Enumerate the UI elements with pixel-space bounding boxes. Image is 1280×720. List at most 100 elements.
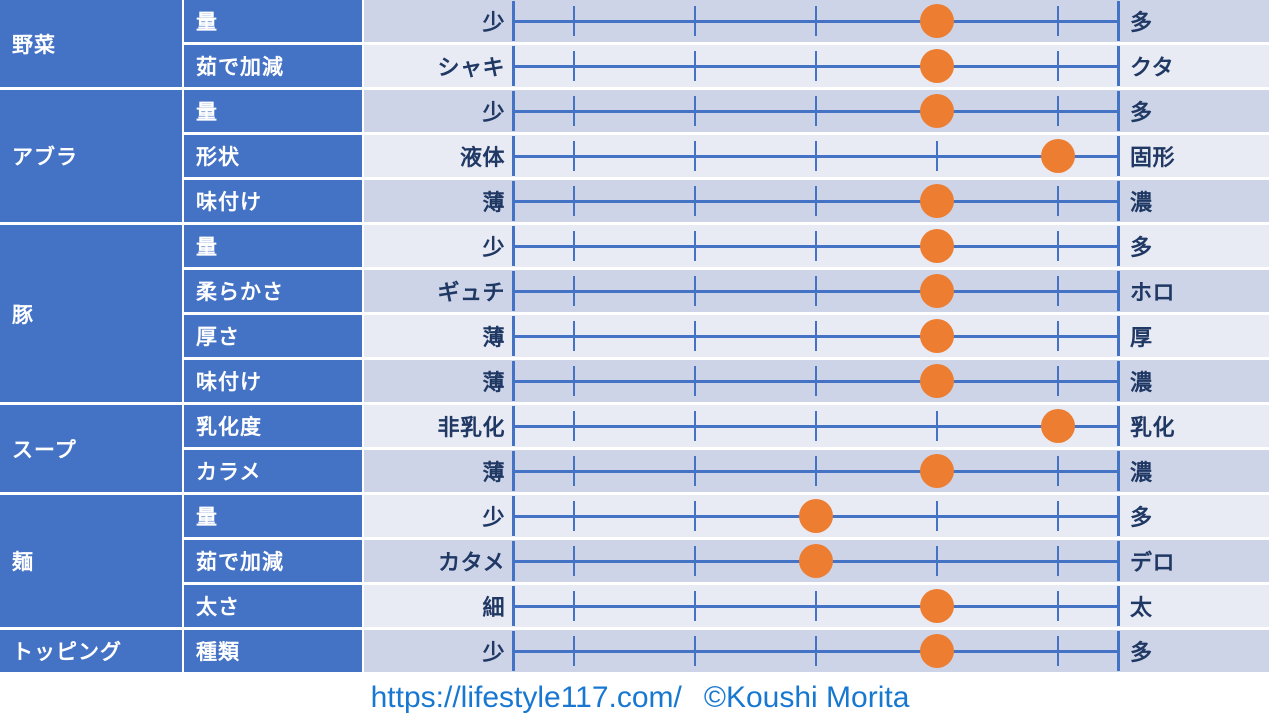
scale-row: 液体 固形 bbox=[362, 135, 1269, 180]
scale-tick bbox=[694, 321, 696, 351]
scale-tick bbox=[815, 51, 817, 81]
category-cell: アブラ bbox=[0, 90, 182, 225]
attribute-cell: 厚さ bbox=[182, 315, 362, 360]
scale-tick bbox=[1117, 316, 1120, 356]
scale-tick bbox=[694, 591, 696, 621]
scale-tick bbox=[573, 411, 575, 441]
rating-dot bbox=[920, 94, 954, 128]
scale-tick bbox=[1117, 46, 1120, 86]
rating-dot bbox=[920, 274, 954, 308]
attribute-cell: 量 bbox=[182, 0, 362, 45]
scale-tick bbox=[1117, 586, 1120, 626]
scale-tick bbox=[694, 501, 696, 531]
scale-tick bbox=[1057, 591, 1059, 621]
scale-tick bbox=[573, 546, 575, 576]
attribute-cell: 茹で加減 bbox=[182, 540, 362, 585]
scale-tick bbox=[815, 231, 817, 261]
attribute-label: 柔らかさ bbox=[196, 281, 284, 304]
scale-tick bbox=[512, 1, 515, 41]
rating-dot bbox=[920, 319, 954, 353]
scale-tick bbox=[512, 406, 515, 446]
category-cell: 野菜 bbox=[0, 0, 182, 90]
category-label: 野菜 bbox=[12, 33, 56, 57]
scale-tick bbox=[573, 141, 575, 171]
scale-row: 少多 bbox=[362, 0, 1269, 45]
scale-max-label: ホロ bbox=[1130, 280, 1176, 305]
scale-max-label: 乳化 bbox=[1130, 415, 1176, 440]
attribute-label: 量 bbox=[196, 101, 218, 124]
attribute-label: 厚さ bbox=[196, 326, 240, 349]
scale-tick bbox=[815, 321, 817, 351]
rating-dot bbox=[920, 49, 954, 83]
scale-tick bbox=[694, 546, 696, 576]
scale-row: 薄厚 bbox=[362, 315, 1269, 360]
scale-row: 非乳化 乳化 bbox=[362, 405, 1269, 450]
category-label: 麺 bbox=[12, 551, 34, 574]
scale-min-label: 細 bbox=[482, 595, 505, 620]
scale-tick bbox=[1057, 186, 1059, 216]
scale-tick bbox=[694, 186, 696, 216]
scale-tick bbox=[512, 541, 515, 581]
scale-max-label: 多 bbox=[1130, 235, 1153, 260]
rating-dot bbox=[920, 4, 954, 38]
scale-row: シャキ クタ bbox=[362, 45, 1269, 90]
scale-tick bbox=[1117, 361, 1120, 401]
scale-tick bbox=[1117, 631, 1120, 671]
attribute-label: 茹で加減 bbox=[196, 551, 284, 574]
scale-min-label: ギュチ bbox=[437, 280, 505, 305]
scale-tick bbox=[694, 276, 696, 306]
scale-tick bbox=[1117, 451, 1120, 491]
scale-tick bbox=[936, 546, 938, 576]
category-label: トッピング bbox=[12, 641, 122, 664]
scale-min-label: 薄 bbox=[482, 460, 505, 485]
attribute-cell: カラメ bbox=[182, 450, 362, 495]
scale-max-label: 太 bbox=[1130, 595, 1153, 620]
category-label: 豚 bbox=[12, 303, 34, 327]
scale-tick bbox=[512, 451, 515, 491]
attribute-cell: 乳化度 bbox=[182, 405, 362, 450]
category-cell: 麺 bbox=[0, 495, 182, 630]
scale-row: ギュチ ホロ bbox=[362, 270, 1269, 315]
attribute-cell: 量 bbox=[182, 225, 362, 270]
scale-row: 薄濃 bbox=[362, 450, 1269, 495]
scale-tick bbox=[815, 411, 817, 441]
scale-min-label: 薄 bbox=[482, 325, 505, 350]
category-cell: トッピング bbox=[0, 630, 182, 675]
scale-tick bbox=[1057, 501, 1059, 531]
scale-tick bbox=[573, 501, 575, 531]
scale-tick bbox=[1117, 496, 1120, 536]
scale-tick bbox=[694, 411, 696, 441]
scale-tick bbox=[573, 276, 575, 306]
category-cell: 豚 bbox=[0, 225, 182, 405]
scale-tick bbox=[512, 46, 515, 86]
scale-tick bbox=[573, 6, 575, 36]
attribute-label: 量 bbox=[196, 236, 218, 259]
scale-tick bbox=[1057, 366, 1059, 396]
scale-tick bbox=[573, 231, 575, 261]
scale-min-label: 少 bbox=[482, 235, 505, 260]
scale-row: 少多 bbox=[362, 225, 1269, 270]
rating-dot bbox=[920, 184, 954, 218]
scale-tick bbox=[815, 141, 817, 171]
scale-min-label: 液体 bbox=[459, 145, 505, 170]
attribute-cell: 茹で加減 bbox=[182, 45, 362, 90]
rating-dot bbox=[799, 544, 833, 578]
site-url-link[interactable]: https://lifestyle117.com/ bbox=[370, 680, 682, 714]
scale-tick bbox=[573, 366, 575, 396]
scale-min-label: 少 bbox=[482, 10, 505, 35]
category-cell: スープ bbox=[0, 405, 182, 495]
scale-tick bbox=[815, 6, 817, 36]
scale-tick bbox=[512, 496, 515, 536]
rating-table: 野菜 アブラ豚スープ麺トッピング量少多茹で加減 シャキ クタ量少多形状 液体 固形 味付け薄… bbox=[0, 0, 1269, 675]
scale-max-label: 多 bbox=[1130, 100, 1153, 125]
scale-tick bbox=[1057, 546, 1059, 576]
scale-tick bbox=[694, 96, 696, 126]
scale-tick bbox=[815, 276, 817, 306]
scale-min-label: カタメ bbox=[438, 550, 505, 575]
attribute-label: 量 bbox=[196, 506, 218, 529]
scale-tick bbox=[1057, 321, 1059, 351]
attribute-cell: 味付け bbox=[182, 180, 362, 225]
attribute-cell: 量 bbox=[182, 495, 362, 540]
attribute-label: 味付け bbox=[196, 371, 262, 394]
